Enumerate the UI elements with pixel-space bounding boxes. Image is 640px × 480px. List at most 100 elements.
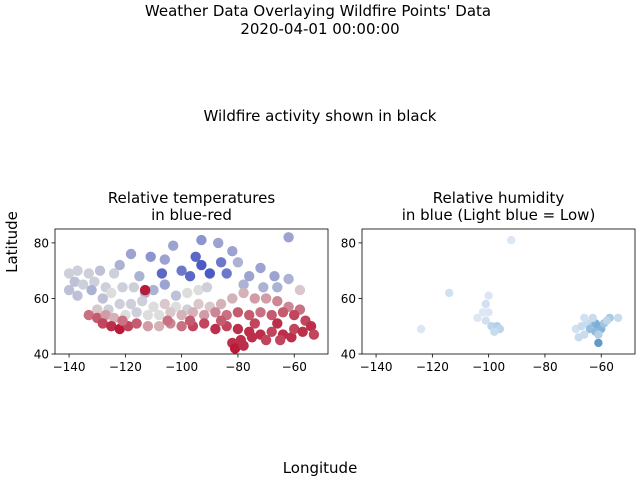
data-point [227, 293, 238, 304]
data-point [289, 309, 300, 321]
x-tick-label: −60 [282, 360, 307, 374]
data-point [176, 321, 187, 332]
data-point [308, 329, 320, 340]
data-point [106, 287, 117, 299]
data-point [168, 240, 179, 251]
data-point [145, 251, 156, 262]
data-point [297, 326, 308, 337]
x-tick-label: −140 [360, 360, 393, 374]
data-point [210, 307, 221, 318]
data-point [266, 326, 277, 337]
panel-title-line: Relative humidity [433, 189, 565, 207]
data-point [72, 265, 83, 276]
data-point [176, 265, 187, 276]
data-point [294, 284, 306, 296]
data-point [255, 262, 266, 274]
data-point [272, 296, 283, 307]
data-point [148, 284, 159, 296]
data-point [199, 318, 210, 329]
data-point [244, 271, 255, 282]
data-point [89, 276, 100, 287]
data-point [283, 273, 294, 285]
y-tick-label: 80 [341, 236, 356, 250]
data-point [213, 237, 224, 249]
data-point [238, 340, 249, 351]
data-point [277, 307, 289, 318]
x-tick-label: −140 [53, 360, 86, 374]
y-axis-label: Latitude [3, 211, 21, 273]
data-point [244, 309, 255, 321]
points-layer [416, 235, 623, 348]
data-point [165, 307, 176, 318]
y-tick-label: 60 [34, 292, 49, 306]
data-point [445, 288, 454, 298]
axes-frame [54, 228, 329, 355]
data-point [108, 312, 120, 324]
data-point [305, 321, 317, 332]
data-point [139, 284, 151, 296]
data-point [473, 313, 482, 323]
data-point [260, 334, 272, 346]
data-point [266, 309, 277, 321]
data-point [114, 259, 125, 271]
data-point [484, 308, 493, 317]
data-point [182, 287, 193, 299]
data-point [204, 268, 215, 279]
data-point [134, 271, 145, 282]
axes-frame [361, 228, 636, 355]
data-point [272, 318, 283, 329]
data-point [229, 343, 241, 354]
data-point [269, 271, 280, 282]
figure-title-line1: Weather Data Overlaying Wildfire Points'… [145, 2, 491, 20]
data-point [416, 324, 426, 334]
data-point [69, 276, 80, 287]
data-point [574, 333, 583, 342]
x-tick-label: −60 [589, 360, 614, 374]
data-point [117, 315, 128, 326]
data-point [283, 232, 294, 243]
data-point [97, 318, 109, 329]
data-point [184, 315, 196, 326]
data-point [86, 284, 97, 296]
data-point [153, 321, 165, 332]
data-point [484, 291, 493, 300]
data-point [221, 268, 232, 279]
data-point [246, 332, 258, 343]
data-point [108, 268, 120, 279]
x-axis-label: Longitude [283, 459, 358, 477]
data-point [142, 321, 154, 332]
data-point [215, 315, 227, 326]
data-point [162, 315, 173, 326]
y-tick-label: 40 [341, 348, 356, 362]
data-point [159, 254, 170, 265]
panel-title-line: in blue (Light blue = Low) [402, 206, 596, 224]
data-point [131, 318, 142, 329]
x-tick-label: −80 [532, 360, 557, 374]
data-point [238, 279, 249, 290]
data-point [128, 282, 139, 293]
data-point [72, 290, 83, 301]
data-point [275, 334, 286, 346]
data-point [156, 268, 168, 279]
data-point [490, 327, 499, 336]
data-point [258, 282, 269, 293]
data-point [77, 279, 89, 290]
panel-title-line: in blue-red [151, 206, 232, 224]
data-point [184, 271, 196, 282]
data-point [148, 301, 159, 312]
data-point [92, 304, 103, 315]
data-point [232, 307, 244, 318]
data-point [159, 298, 170, 310]
data-point [63, 268, 75, 279]
data-point [286, 332, 297, 343]
data-point [199, 309, 210, 321]
data-point [125, 298, 137, 310]
data-point [159, 279, 170, 290]
data-point [94, 265, 106, 276]
points-layer [63, 232, 320, 354]
data-point [137, 296, 148, 307]
data-point [215, 257, 227, 268]
data-point [114, 323, 125, 335]
data-point [63, 284, 75, 296]
